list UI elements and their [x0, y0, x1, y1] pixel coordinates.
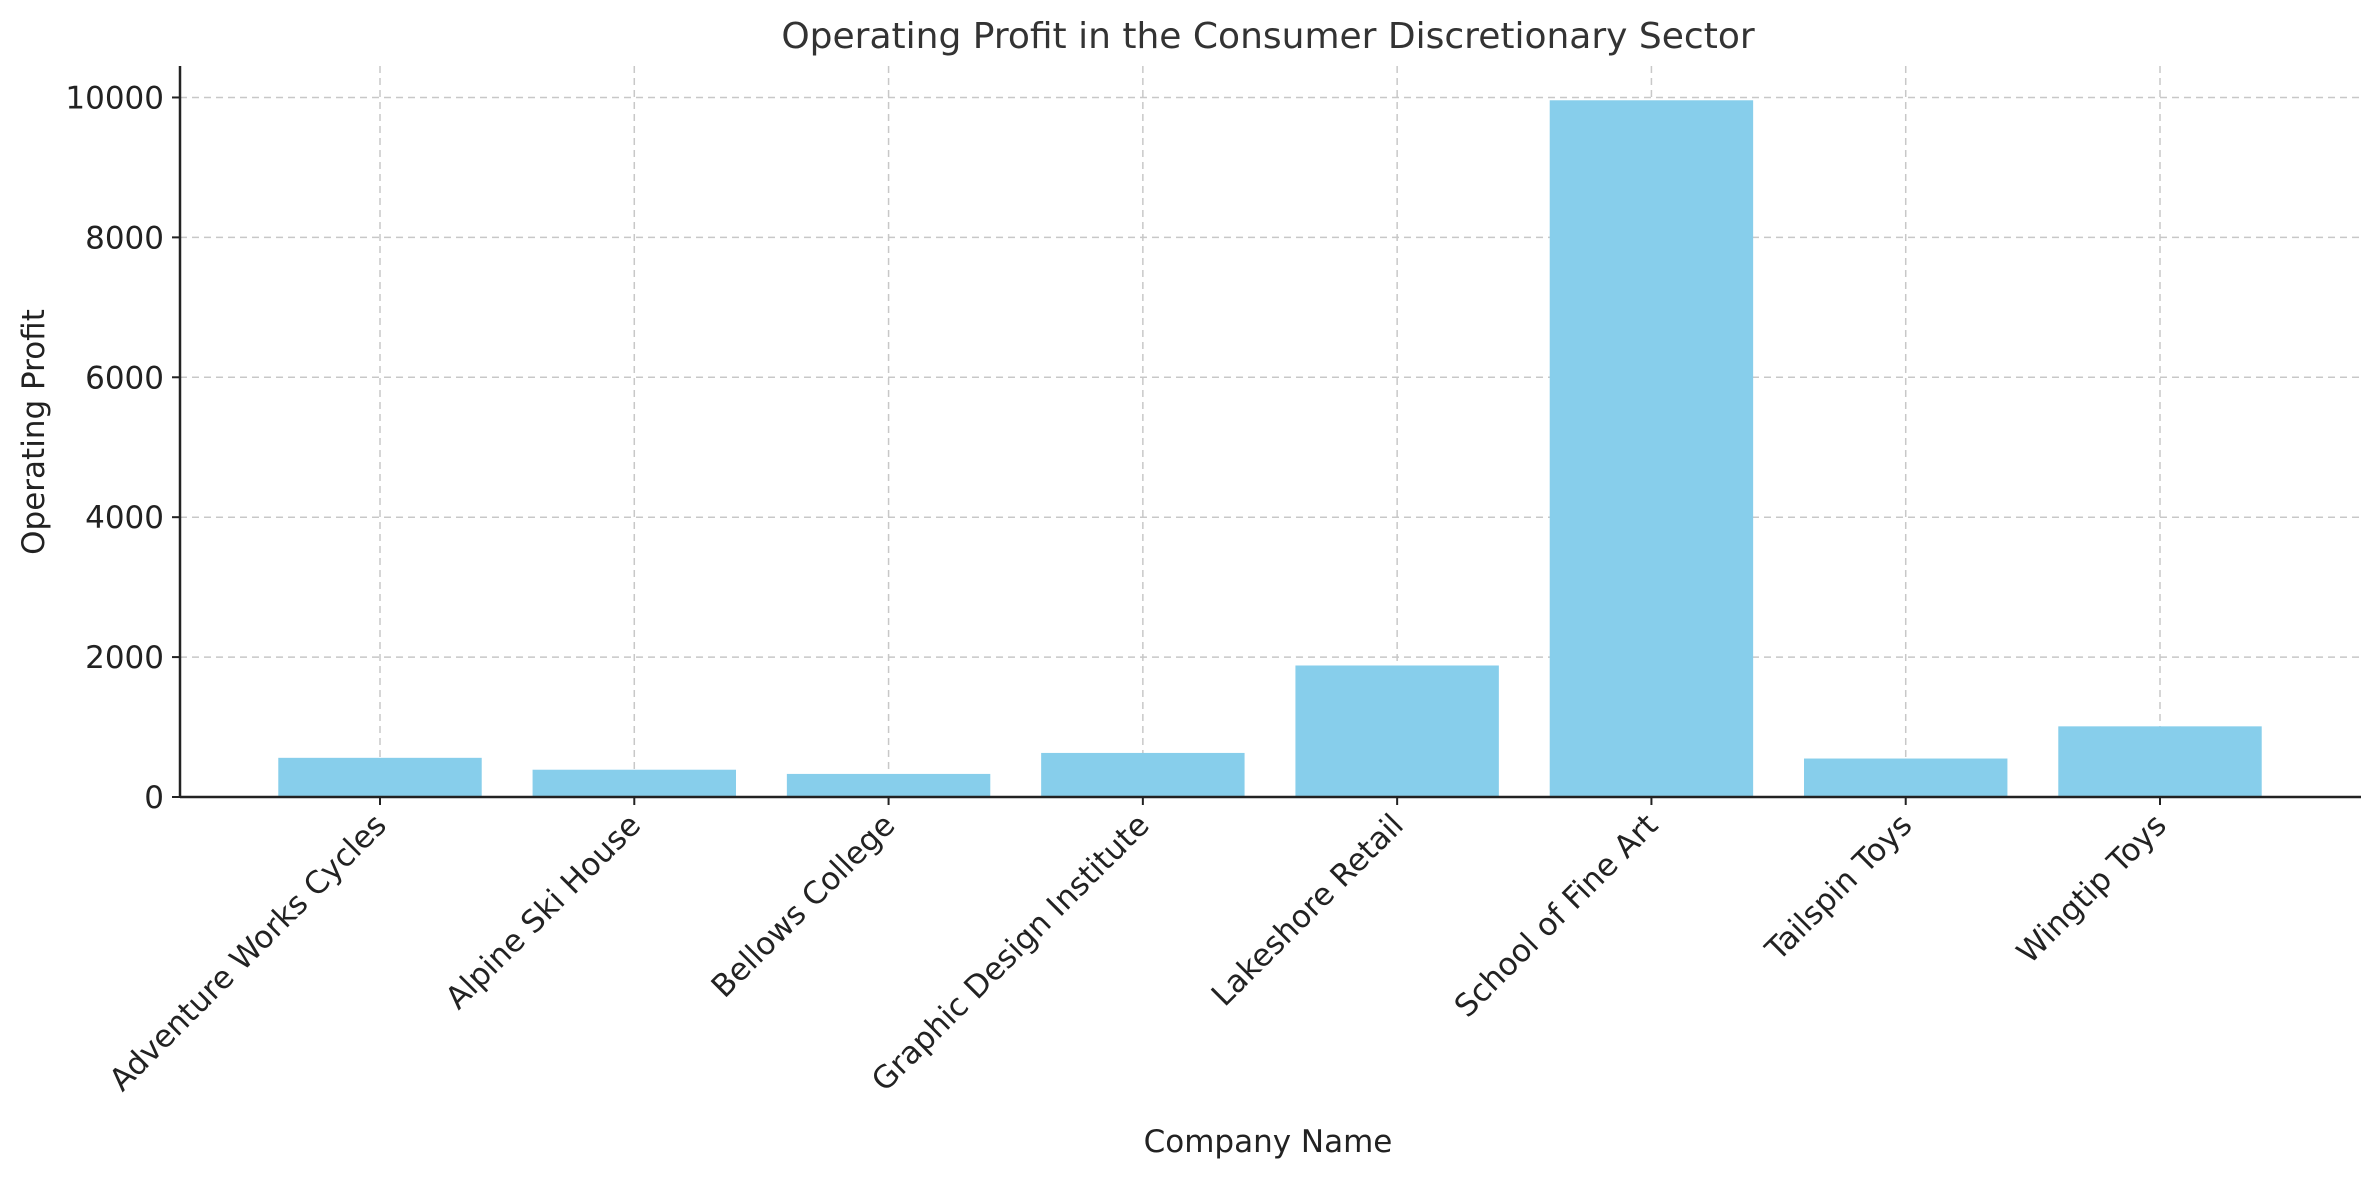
x-tick-label: Alpine Ski House [439, 807, 648, 1016]
grid-layer [180, 66, 2361, 798]
x-tick-label: Graphic Design Institute [865, 807, 1156, 1098]
y-tick-label: 0 [144, 780, 164, 816]
y-axis-label: Operating Profit [16, 309, 52, 555]
y-tick-label: 10000 [65, 80, 164, 116]
y-tick-label: 4000 [85, 500, 164, 536]
y-tick-label: 6000 [85, 360, 164, 396]
bar [1804, 758, 2008, 797]
bar [786, 773, 991, 797]
x-tick-label: Adventure Works Cycles [103, 807, 394, 1098]
x-axis-label: Company Name [1144, 1124, 1393, 1160]
bar [2058, 726, 2262, 797]
x-tick-label: Wingtip Toys [2010, 807, 2174, 971]
y-tick-label: 8000 [85, 220, 164, 256]
bar [278, 757, 482, 797]
chart-title: Operating Profit in the Consumer Discret… [781, 16, 1755, 57]
bar [1549, 100, 1754, 798]
x-tick-label: Bellows College [705, 807, 903, 1005]
x-tick-label: School of Fine Art [1448, 807, 1665, 1024]
bars-layer [278, 100, 2262, 798]
y-tick-label: 2000 [85, 640, 164, 676]
ticks-layer: 0 2000 4000 6000 8000 10000 Adventure Works Cy… [65, 80, 2173, 1098]
axes-layer [178, 66, 2361, 799]
x-tick-label: Tailspin Toys [1758, 807, 1919, 968]
bar [1041, 752, 1245, 797]
x-tick-label: Lakeshore Retail [1205, 807, 1411, 1013]
bar [1295, 665, 1499, 797]
bar [532, 769, 736, 797]
